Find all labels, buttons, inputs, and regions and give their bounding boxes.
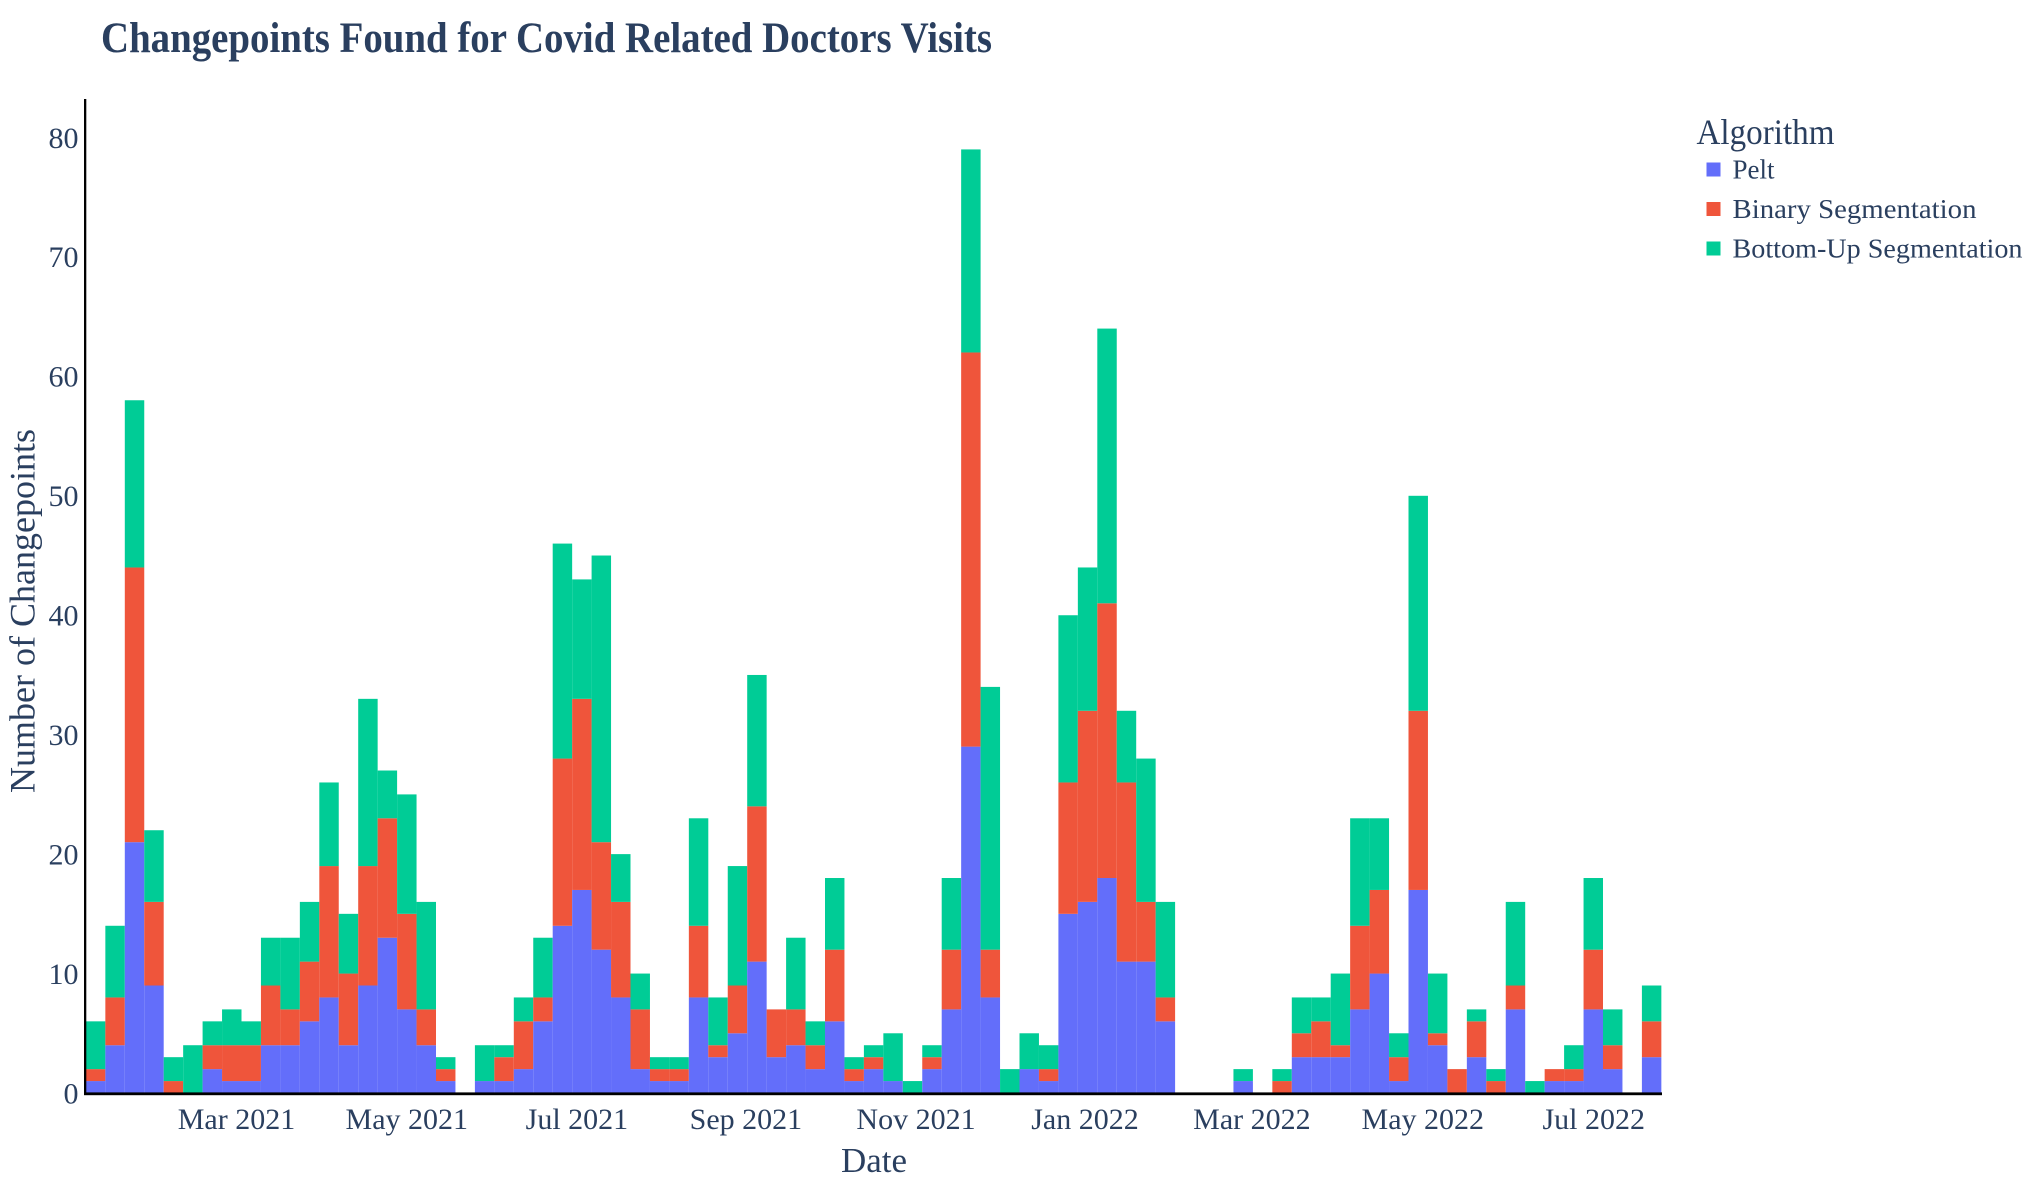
svg-text:50: 50 [49,480,79,513]
svg-text:Jul 2022: Jul 2022 [1542,1103,1645,1136]
svg-text:60: 60 [49,361,79,394]
svg-text:Bottom-Up Segmentation: Bottom-Up Segmentation [1733,233,2024,263]
svg-text:Mar 2022: Mar 2022 [1193,1103,1310,1136]
svg-text:Binary Segmentation: Binary Segmentation [1733,194,1978,224]
svg-text:Nov 2021: Nov 2021 [856,1103,975,1136]
svg-text:20: 20 [49,838,79,871]
svg-text:Sep 2021: Sep 2021 [690,1103,803,1136]
svg-text:10: 10 [49,958,79,991]
svg-text:Algorithm: Algorithm [1697,112,1835,152]
svg-text:0: 0 [64,1077,79,1110]
svg-text:40: 40 [49,600,79,633]
svg-text:May 2021: May 2021 [346,1103,469,1136]
svg-text:30: 30 [49,719,79,752]
svg-text:May 2022: May 2022 [1362,1103,1485,1136]
svg-text:Number of Changepoints: Number of Changepoints [2,429,42,793]
svg-text:Jul 2021: Jul 2021 [526,1103,629,1136]
svg-text:Pelt: Pelt [1733,154,1776,184]
svg-text:Mar 2021: Mar 2021 [178,1103,295,1136]
svg-text:Changepoints Found for Covid R: Changepoints Found for Covid Related Doc… [101,15,992,62]
svg-text:70: 70 [49,241,79,274]
svg-text:Date: Date [841,1141,907,1180]
svg-text:Jan 2022: Jan 2022 [1031,1103,1139,1136]
svg-text:80: 80 [49,122,79,155]
